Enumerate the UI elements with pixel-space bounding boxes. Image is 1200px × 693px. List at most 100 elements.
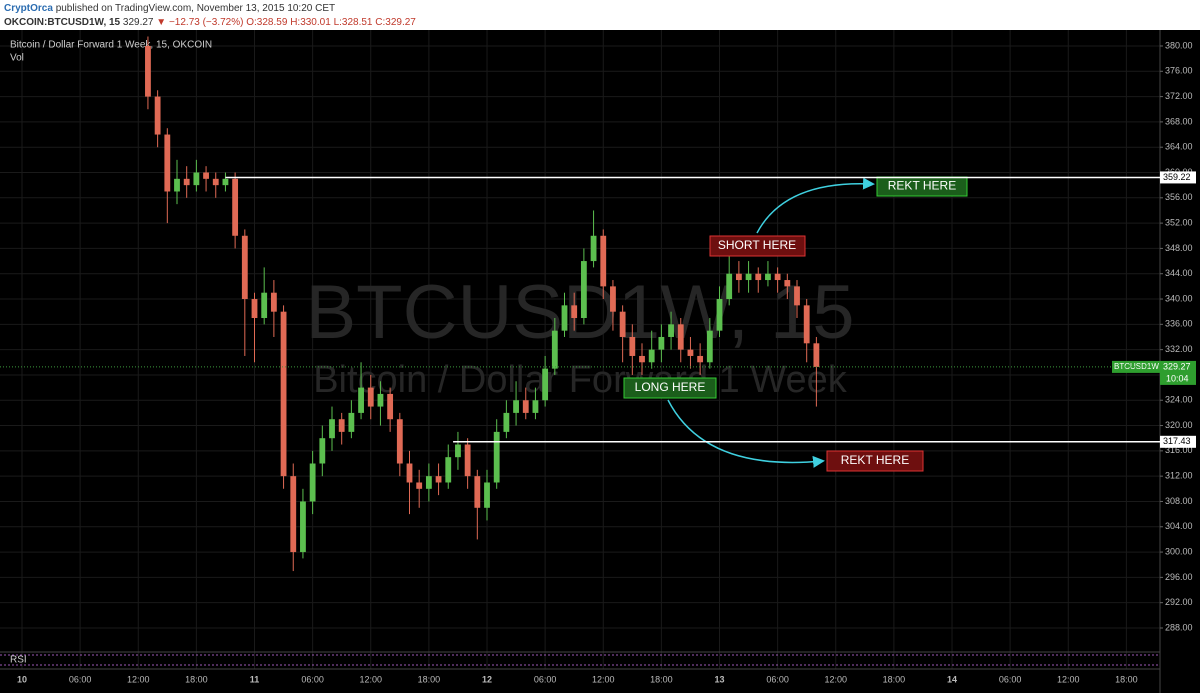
countdown: 10:04: [1166, 373, 1189, 383]
candle-body: [338, 419, 345, 432]
symbol-tag: [1112, 360, 1160, 373]
candle-body: [648, 349, 655, 363]
candle-body: [203, 172, 209, 179]
annotation-box: [623, 377, 717, 399]
y-tick-label: 364.00: [1165, 142, 1193, 152]
x-tick-label: 10: [17, 674, 27, 684]
candle-body: [300, 501, 306, 553]
watermark: BTCUSD1W, 15: [305, 270, 854, 355]
candle-body: [561, 305, 568, 331]
price-tag-label: 317.43: [1163, 436, 1191, 446]
candle-body: [377, 393, 384, 407]
candle-body: [435, 476, 442, 483]
y-tick-label: 356.00: [1165, 192, 1193, 202]
chart-title: Bitcoin / Dollar Forward 1 Week, 15, OKC…: [10, 40, 212, 51]
symbol-line: OKCOIN:BTCUSD1W, 15 329.27 ▼ −12.73 (−3.…: [4, 17, 416, 28]
y-tick-label: 344.00: [1165, 268, 1193, 278]
candle-body: [425, 476, 432, 489]
candle-body: [474, 476, 481, 508]
y-tick-label: 292.00: [1165, 597, 1193, 607]
candle-body: [212, 178, 219, 186]
x-tick-label: 06:00: [301, 674, 324, 684]
candle-body: [813, 343, 820, 367]
y-tick-label: 380.00: [1165, 40, 1193, 50]
candle-body: [755, 273, 762, 281]
candle-body: [406, 463, 413, 483]
x-tick-label: 06:00: [766, 674, 789, 684]
x-tick-label: 18:00: [650, 674, 673, 684]
x-tick-label: 06:00: [534, 674, 557, 684]
y-tick-label: 320.00: [1165, 420, 1193, 430]
candle-body: [794, 286, 800, 306]
candle-body: [619, 311, 626, 337]
x-tick-label: 12:00: [1057, 674, 1080, 684]
candle-body: [164, 134, 171, 192]
annotation: LONG HERE: [635, 380, 706, 394]
y-tick-label: 336.00: [1165, 319, 1193, 329]
x-tick-label: 18:00: [883, 674, 906, 684]
candle-body: [639, 355, 645, 363]
y-tick-label: 324.00: [1165, 395, 1193, 405]
x-tick-label: 18:00: [418, 674, 441, 684]
x-tick-label: 12:00: [592, 674, 615, 684]
candle-body: [261, 292, 268, 319]
candle-body: [503, 412, 510, 432]
candle-body: [154, 96, 161, 135]
candle-body: [580, 261, 587, 319]
arrow: [756, 177, 875, 234]
candle-body: [687, 349, 694, 356]
annotation: SHORT HERE: [718, 238, 796, 252]
candle-body: [174, 178, 180, 192]
candle-body: [745, 273, 752, 281]
x-tick-label: 12: [482, 674, 492, 684]
x-tick-label: 18:00: [1115, 674, 1138, 684]
candle-body: [774, 273, 781, 281]
y-tick-label: 368.00: [1165, 116, 1193, 126]
candle-body: [358, 387, 364, 413]
candle-body: [367, 387, 374, 407]
x-tick-label: 13: [714, 674, 724, 684]
candle-body: [735, 273, 742, 281]
candle-body: [726, 273, 733, 300]
symbol: OKCOIN:BTCUSD1W, 15: [4, 17, 121, 28]
candle-body: [493, 431, 500, 483]
candle-body: [677, 324, 684, 350]
rsi-label: RSI: [10, 655, 27, 666]
candle-body: [484, 482, 490, 508]
published: published on TradingView.com, November 1…: [56, 3, 335, 14]
y-tick-label: 308.00: [1165, 496, 1193, 506]
y-tick-label: 372.00: [1165, 91, 1193, 101]
candle-body: [222, 178, 229, 186]
header-bar: [0, 0, 1200, 30]
change: ▼ −12.73 (−3.72%): [156, 17, 243, 28]
open: O:328.59: [246, 17, 288, 28]
y-tick-label: 312.00: [1165, 471, 1193, 481]
candle-body: [532, 400, 539, 413]
candle-body: [232, 178, 239, 236]
candle-body: [571, 305, 578, 319]
candle-body: [416, 482, 423, 489]
header-line: CryptOrca published on TradingView.com, …: [4, 3, 335, 14]
author[interactable]: CryptOrca: [4, 3, 53, 14]
last: 329.27: [123, 17, 154, 28]
annotation-box: [709, 235, 806, 257]
x-tick-label: 06:00: [999, 674, 1022, 684]
x-tick-label: 18:00: [185, 674, 208, 684]
price-tag-label: 359.22: [1163, 172, 1191, 182]
candle-body: [658, 336, 665, 350]
candle-body: [145, 45, 151, 97]
x-tick-label: 14: [947, 674, 957, 684]
overlay: SHORT HERE LONG HERE REKT HERE REKT HERE: [0, 176, 1160, 472]
candle-body: [319, 438, 326, 464]
annotation: REKT HERE: [841, 453, 909, 467]
candle-body: [270, 292, 277, 312]
candles: [145, 36, 820, 572]
candle-body: [387, 393, 394, 420]
y-tick-label: 296.00: [1165, 572, 1193, 582]
low: L:328.51: [334, 17, 373, 28]
candle-body: [329, 419, 335, 439]
candle-body: [600, 235, 607, 287]
candle-body: [241, 235, 248, 300]
